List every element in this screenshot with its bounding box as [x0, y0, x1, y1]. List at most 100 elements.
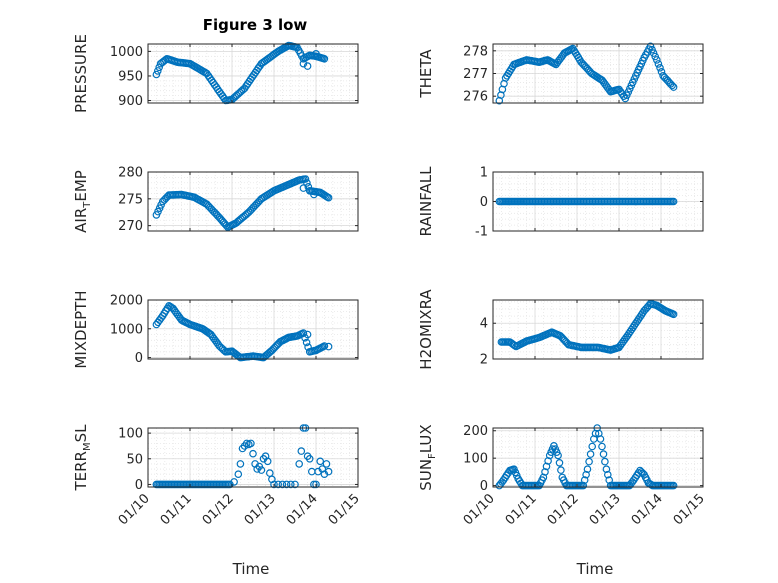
- data-point: [586, 450, 595, 458]
- x-axis-label-right: Time: [576, 560, 614, 578]
- data-point: [263, 457, 272, 466]
- data-point: [582, 470, 590, 479]
- data-point: [154, 67, 162, 75]
- y-tick-label: 4: [480, 317, 488, 332]
- axes-box: [147, 427, 359, 488]
- data-point: [152, 70, 161, 79]
- x-axis-label-left: Time: [232, 560, 270, 578]
- x-tick-label: 01/12: [545, 491, 582, 528]
- y-tick-label: 950: [118, 69, 143, 84]
- data-point: [282, 480, 291, 489]
- x-tick-label: 01/15: [671, 491, 708, 528]
- axes-box: [147, 43, 359, 104]
- y-tick-label: 0: [480, 479, 488, 494]
- y-tick-label: 2: [480, 353, 488, 368]
- data-point: [320, 54, 329, 63]
- y-tick-label: 276: [463, 90, 488, 105]
- x-tick-label: 01/13: [242, 491, 279, 528]
- y-tick-label: 200: [463, 424, 488, 439]
- x-tick-label: 01/14: [629, 491, 666, 528]
- x-tick-label: 01/10: [116, 491, 153, 528]
- axes-box: [147, 299, 359, 360]
- chart-panel-0: 900 950 1000 PRESSURE: [72, 34, 359, 113]
- data-point: [588, 442, 597, 451]
- data-point: [249, 449, 257, 458]
- chart-panel-5: 2 4 H2OMIXRA: [417, 289, 704, 370]
- data-point: [257, 466, 266, 474]
- y-axis-label: RAINFALL: [417, 166, 435, 237]
- data-point: [299, 59, 308, 68]
- x-tick-label: 01/15: [326, 491, 363, 528]
- data-point: [234, 470, 243, 479]
- data-point: [320, 342, 329, 350]
- data-point: [324, 342, 333, 351]
- chart-panel-2: 270 275 280 AIRTEMP: [72, 166, 359, 234]
- data-point: [299, 329, 308, 337]
- y-tick-label: 0: [135, 478, 143, 493]
- chart-panel-6: 01/10 01/11 01/12 01/13 01/14 01/15 0 50 100 TERR…: [72, 424, 363, 528]
- data-point: [291, 480, 299, 489]
- data-point: [316, 457, 325, 466]
- y-tick-label: -1: [475, 225, 488, 240]
- data-point: [301, 175, 310, 183]
- data-point: [654, 60, 663, 68]
- data-point: [601, 457, 609, 466]
- data-point: [297, 447, 306, 455]
- data-point: [596, 435, 605, 443]
- data-point: [303, 330, 312, 339]
- data-point: [598, 442, 606, 451]
- y-axis-label: SUNFLUX: [417, 424, 438, 490]
- y-tick-label: 280: [118, 166, 143, 181]
- data-point: [230, 478, 238, 486]
- data-point: [236, 460, 245, 468]
- y-tick-label: 50: [126, 452, 143, 467]
- data-point: [579, 481, 588, 490]
- chart-panel-1: 276 277 278 THETA: [417, 42, 704, 105]
- y-axis-label: AIRTEMP: [72, 170, 93, 233]
- figure-title: Figure 3 low: [203, 16, 308, 34]
- y-tick-label: 270: [118, 219, 143, 234]
- data-point: [656, 64, 664, 72]
- y-tick-label: 0: [480, 195, 488, 210]
- data-point: [286, 480, 295, 489]
- data-point: [669, 197, 678, 206]
- y-tick-label: 1000: [110, 322, 143, 337]
- y-tick-label: 278: [463, 44, 488, 59]
- chart-panel-7: 01/10 01/11 01/12 01/13 01/14 01/15 0 100 200 SUN…: [417, 424, 708, 528]
- data-point: [303, 62, 312, 70]
- y-tick-label: 2000: [110, 294, 143, 309]
- data-point: [554, 451, 562, 460]
- plot-area: [148, 172, 358, 231]
- y-tick-label: 100: [118, 427, 143, 442]
- y-tick-label: 1: [480, 166, 488, 181]
- data-point: [669, 310, 678, 319]
- y-tick-label: 1000: [110, 45, 143, 60]
- x-tick-label: 01/11: [503, 491, 540, 528]
- data-point: [310, 480, 318, 489]
- y-axis-label: TERRMSL: [72, 424, 93, 492]
- y-axis-label: PRESSURE: [72, 34, 90, 113]
- axes-box: [147, 171, 359, 232]
- data-point: [295, 460, 304, 468]
- data-point: [657, 68, 666, 76]
- data-point: [669, 481, 678, 490]
- y-axis-label: H2OMIXRA: [417, 289, 435, 370]
- y-tick-label: 0: [135, 351, 143, 366]
- data-point: [310, 190, 318, 199]
- data-point: [602, 465, 611, 474]
- data-point: [669, 83, 678, 91]
- x-tick-label: 01/14: [284, 491, 321, 528]
- data-point: [557, 466, 565, 474]
- data-point: [648, 45, 656, 54]
- y-tick-label: 277: [463, 67, 488, 82]
- x-tick-label: 01/12: [200, 491, 237, 528]
- data-point: [585, 457, 593, 466]
- data-point: [278, 480, 287, 489]
- chart-panel-4: 0 1000 2000 MIXDEPTH: [72, 290, 359, 369]
- data-point: [299, 184, 308, 192]
- data-point: [599, 450, 608, 458]
- x-tick-label: 01/11: [158, 491, 195, 528]
- y-tick-label: 275: [118, 192, 143, 207]
